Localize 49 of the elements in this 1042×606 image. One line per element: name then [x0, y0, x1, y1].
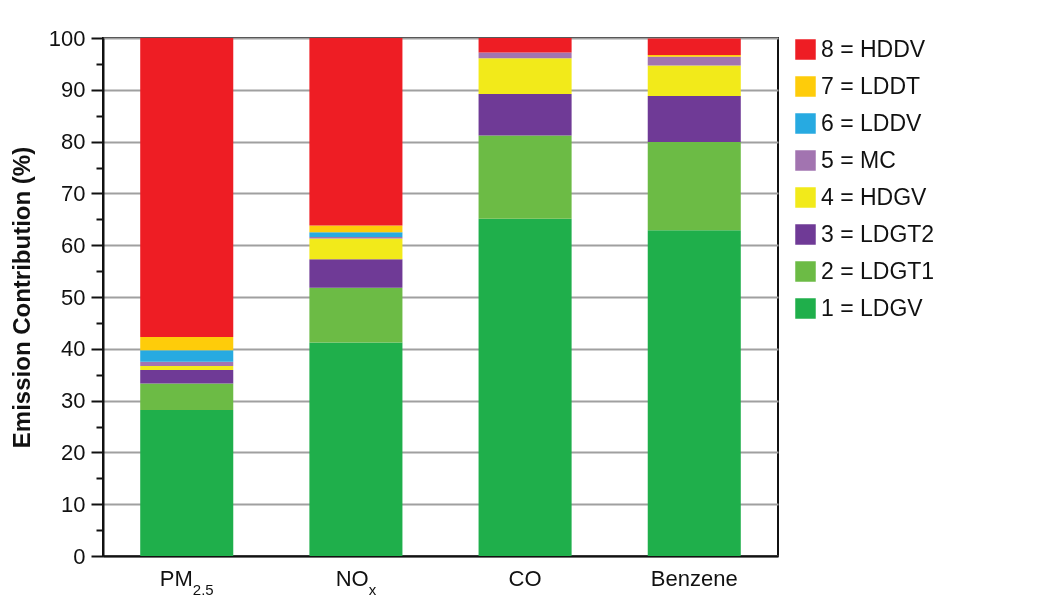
x-tick-label: CO	[508, 565, 542, 591]
bar	[140, 336, 234, 351]
bar	[647, 65, 741, 97]
y-axis-title: Emission Contribution (%)	[7, 146, 35, 449]
bar	[140, 38, 234, 337]
bar	[478, 93, 572, 136]
legend-label: 2 = LDGT1	[821, 257, 935, 284]
bar	[309, 38, 403, 226]
legend-label: 3 = LDGT2	[821, 220, 935, 247]
bar	[478, 135, 572, 219]
bar	[140, 365, 234, 371]
y-tick-label: 20	[61, 439, 86, 465]
bar	[478, 38, 572, 53]
legend-label: 1 = LDGV	[821, 294, 924, 321]
bar	[140, 383, 234, 410]
bar	[309, 238, 403, 260]
y-tick-label: 100	[48, 25, 86, 51]
x-tick-label: PM$_{2.5}$	[159, 565, 214, 597]
bar	[647, 56, 741, 66]
bar	[140, 370, 234, 384]
y-tick-label: 0	[73, 543, 86, 569]
bar	[647, 38, 741, 56]
legend-label: 8 = HDDV	[821, 35, 926, 62]
bar	[478, 58, 572, 94]
bar	[647, 230, 741, 556]
legend-label: 4 = HDGV	[821, 183, 928, 210]
y-tick-label: 60	[61, 232, 86, 258]
bar	[140, 409, 234, 556]
bar	[309, 259, 403, 288]
y-tick-label: 40	[61, 336, 86, 362]
bar	[140, 361, 234, 366]
bar	[140, 350, 234, 362]
y-tick-label: 70	[61, 180, 86, 206]
y-tick-label: 30	[61, 388, 86, 414]
y-tick-label: 80	[61, 129, 86, 155]
bar	[647, 142, 741, 231]
bar	[309, 342, 403, 556]
x-tick-label: NO$_{x}$	[335, 565, 377, 597]
legend-label: 6 = LDDV	[821, 109, 923, 136]
legend-label: 5 = MC	[821, 146, 896, 173]
y-tick-label: 90	[61, 77, 86, 103]
y-tick-label: 50	[61, 284, 86, 310]
bar	[478, 218, 572, 556]
bar	[647, 96, 741, 143]
bar	[309, 232, 403, 237]
x-tick-label: Benzene	[650, 565, 738, 591]
bar	[309, 287, 403, 343]
legend-label: 7 = LDDT	[821, 72, 921, 99]
y-tick-label: 10	[61, 491, 86, 517]
